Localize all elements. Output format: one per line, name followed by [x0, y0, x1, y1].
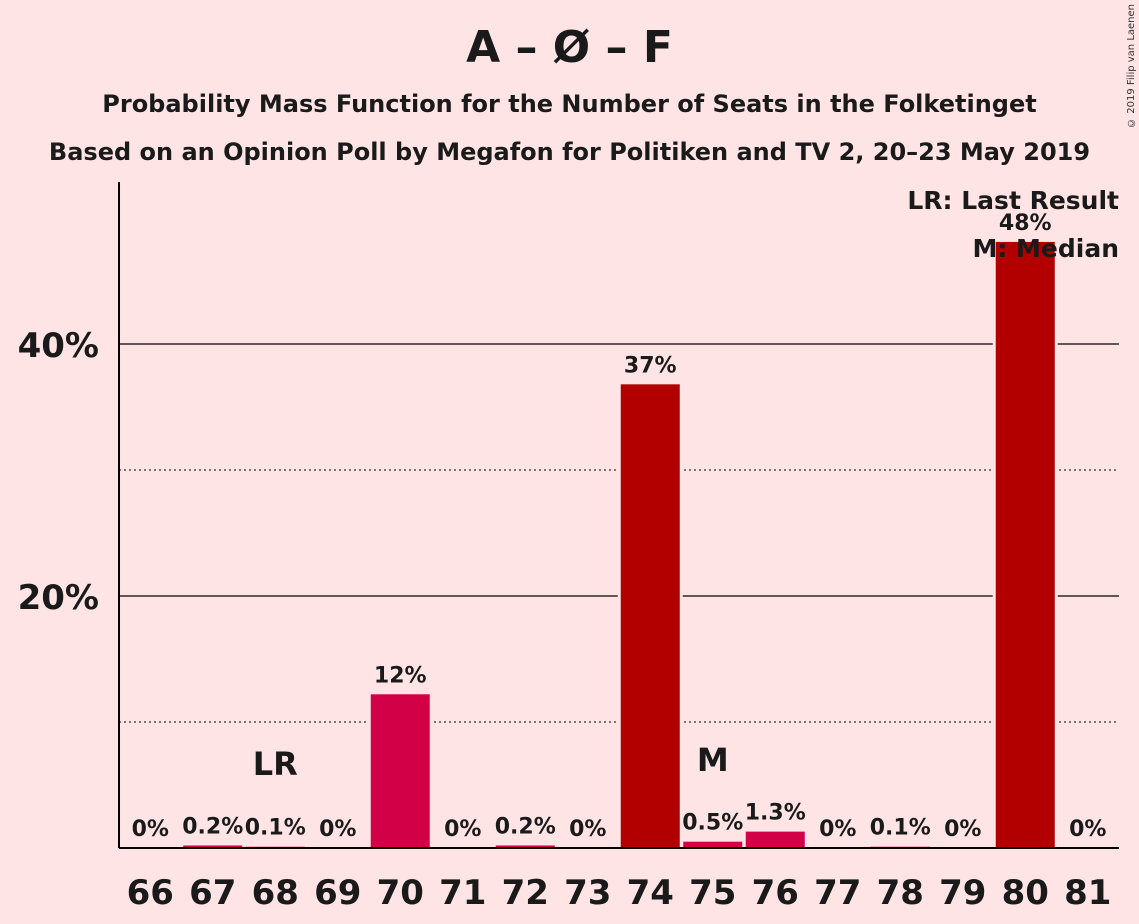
y-tick-label: 20% [18, 578, 99, 618]
x-tick-label: 78 [877, 873, 924, 913]
median-marker: M [697, 741, 729, 779]
bar-halo [867, 843, 933, 848]
data-label: 12% [374, 663, 427, 688]
x-tick-label: 71 [439, 873, 486, 913]
bar [995, 241, 1055, 848]
data-label: 0.2% [495, 814, 556, 839]
data-label: 0% [319, 817, 356, 842]
x-tick-label: 79 [939, 873, 986, 913]
data-label: 0% [1069, 817, 1106, 842]
y-tick-label: 40% [18, 326, 99, 366]
x-tick-label: 74 [627, 873, 674, 913]
bar [683, 841, 743, 848]
bar [370, 694, 430, 848]
legend-median: M: Median [972, 234, 1119, 263]
x-tick-label: 75 [689, 873, 736, 913]
x-tick-label: 80 [1002, 873, 1049, 913]
x-tick-label: 77 [814, 873, 861, 913]
data-label: 37% [624, 353, 677, 378]
bar [495, 845, 555, 848]
bar-halo [492, 842, 558, 848]
bar-halo [180, 842, 246, 848]
data-label: 0% [132, 817, 169, 842]
x-tick-label: 81 [1064, 873, 1111, 913]
data-label: 48% [999, 211, 1052, 236]
data-label: 0.1% [245, 816, 306, 841]
bar [183, 845, 243, 848]
legend-last-result: LR: Last Result [907, 186, 1119, 215]
bar [745, 831, 805, 848]
x-tick-label: 68 [252, 873, 299, 913]
x-tick-label: 76 [752, 873, 799, 913]
x-tick-label: 66 [127, 873, 174, 913]
x-tick-label: 69 [314, 873, 361, 913]
data-label: 0.5% [682, 811, 743, 836]
data-label: 0% [819, 817, 856, 842]
chart-subtitle-2: Based on an Opinion Poll by Megafon for … [48, 138, 1091, 166]
chart-title: A – Ø – F [466, 22, 673, 73]
data-label: 0.2% [182, 814, 243, 839]
bar-halo [242, 843, 308, 848]
x-tick-label: 72 [502, 873, 549, 913]
chart-subtitle: Probability Mass Function for the Number… [102, 90, 1037, 118]
x-tick-label: 67 [189, 873, 236, 913]
x-tick-label: 73 [564, 873, 611, 913]
data-label: 0.1% [870, 816, 931, 841]
data-label: 0% [444, 817, 481, 842]
data-label: 1.3% [745, 801, 806, 826]
data-label: 0% [569, 817, 606, 842]
x-tick-label: 70 [377, 873, 424, 913]
data-label: 0% [944, 817, 981, 842]
last-result-marker: LR [253, 745, 298, 783]
bar [620, 384, 680, 848]
